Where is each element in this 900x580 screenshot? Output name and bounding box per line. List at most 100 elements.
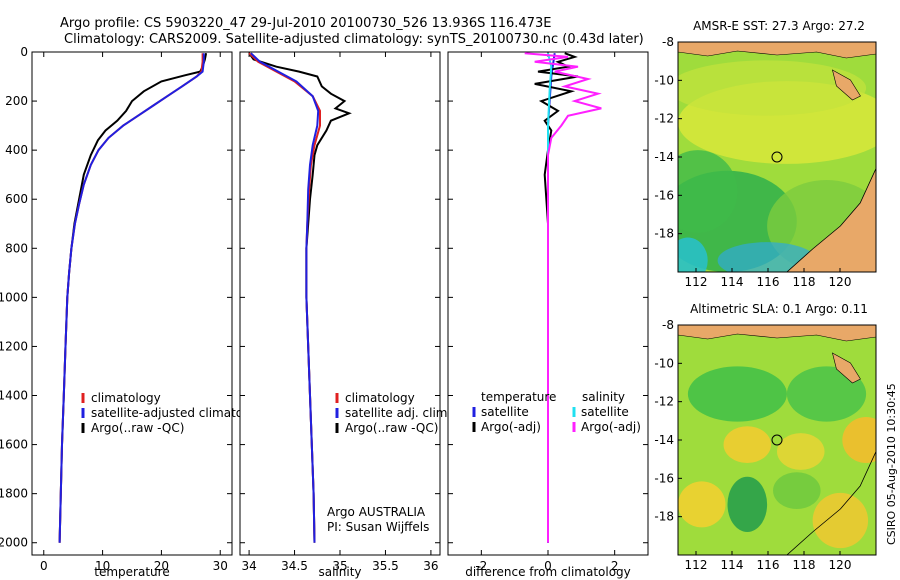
x-tick-label: 112 (685, 558, 708, 572)
y-tick-label: -18 (654, 510, 674, 524)
pi-annotation: PI: Susan Wijffels (327, 520, 429, 534)
x-axis-label: temperature (94, 565, 169, 579)
y-tick-label: -8 (662, 35, 674, 49)
legend-entry: Argo(..raw -QC) (345, 421, 438, 435)
y-tick-label: 600 (5, 192, 28, 206)
x-tick-label: 20 (154, 559, 169, 573)
y-tick-label: 1600 (0, 438, 28, 452)
argo-position-marker (771, 434, 783, 446)
map-field (678, 42, 876, 272)
legend-header-temperature: temperature (481, 390, 556, 404)
legend: temperature salinitysatelliteArgo(-adj)sa… (472, 390, 641, 434)
map-color-blob (773, 472, 821, 509)
timestamp-stamp: CSIRO 05-Aug-2010 10:30:45 (885, 383, 898, 545)
legend-entry: Argo(-adj) (581, 420, 641, 434)
y-tick-label: -12 (654, 112, 674, 126)
plot-frame (239, 51, 441, 556)
map-color-blob (717, 242, 817, 272)
coastline (786, 451, 876, 555)
y-tick-label: -16 (654, 188, 674, 202)
x-tick-label: 120 (829, 275, 852, 289)
x-axis-label: difference from climatology (465, 565, 631, 579)
map-color-blob (678, 60, 867, 116)
legend-entry: climatology (91, 391, 161, 405)
y-tick-label: -10 (654, 356, 674, 370)
legend-entry: Argo(..raw -QC) (91, 421, 184, 435)
profile-panel-temperature: 0 10 20 30 0 200 400 600 800 1000 1200 1400 1600 1800… (0, 45, 269, 579)
island (831, 352, 861, 384)
x-tick-label: 114 (721, 275, 744, 289)
x-tick-label: 112 (685, 275, 708, 289)
legend-header-salinity: salinity (582, 390, 625, 404)
land-mass (678, 42, 876, 59)
x-tick-label: 2 (611, 559, 619, 573)
figure-title-line1: Argo profile: CS 5903220_47 29-Jul-2010 … (60, 16, 551, 31)
coastline (786, 168, 876, 272)
figure-title-line2: Climatology: CARS2009. Satellite-adjuste… (64, 32, 644, 47)
x-tick-label: 30 (213, 559, 228, 573)
legend-entry: Argo(-adj) (481, 420, 541, 434)
map-color-blob (678, 150, 738, 233)
island (831, 69, 861, 101)
legend-entry: satellite-adjusted climatology (91, 406, 269, 420)
legend-entry: satellite (481, 405, 529, 419)
land-mass (860, 249, 876, 272)
profile-panel-salinity: 34 34.5 35 35.5 36 salinity climatologysatelli… (239, 51, 451, 579)
x-tick-label: 36 (423, 559, 438, 573)
y-tick-label: 0 (20, 45, 28, 59)
y-tick-label: -14 (654, 433, 674, 447)
series-line (58, 53, 205, 543)
x-tick-label: 118 (793, 275, 816, 289)
map-color-blob (727, 476, 768, 532)
y-tick-label: 400 (5, 143, 28, 157)
map-color-blob (777, 433, 825, 470)
y-tick-label: 1200 (0, 339, 28, 353)
y-tick-label: 2000 (0, 536, 28, 550)
map-title: AMSR-E SST: 27.3 Argo: 27.2 (693, 19, 865, 33)
map-color-blob (687, 366, 787, 422)
x-tick-label: 35 (332, 559, 347, 573)
y-tick-label: 1400 (0, 389, 28, 403)
legend-entry: satellite adj. clim. (345, 406, 451, 420)
x-tick-label: 114 (721, 558, 744, 572)
y-tick-label: 1800 (0, 487, 28, 501)
y-tick-label: -10 (654, 73, 674, 87)
map-color-blob (723, 426, 772, 463)
legend-entry: climatology (345, 391, 415, 405)
map-field (678, 325, 876, 555)
x-tick-label: 116 (757, 275, 780, 289)
argo-position-marker (771, 151, 783, 163)
x-tick-label: 0 (40, 559, 48, 573)
x-tick-label: 0 (544, 559, 552, 573)
map-panel-sst_map: 112 114 116 118 120 -8 -10 -12 -14 -16 -18 AMSR-E S… (654, 19, 877, 289)
y-tick-label: -18 (654, 227, 674, 241)
legend-entry: satellite (581, 405, 629, 419)
x-tick-label: 35.5 (372, 559, 399, 573)
y-tick-label: 200 (5, 94, 28, 108)
x-tick-label: -2 (475, 559, 487, 573)
y-tick-label: -16 (654, 471, 674, 485)
x-tick-label: 34 (241, 559, 256, 573)
y-tick-label: -14 (654, 150, 674, 164)
y-tick-label: 1000 (0, 290, 28, 304)
y-tick-label: 800 (5, 241, 28, 255)
land-mass (678, 325, 876, 342)
map-color-blob (812, 492, 869, 549)
plot-frame (31, 51, 233, 556)
x-axis-label: salinity (318, 565, 361, 579)
map-color-blob (842, 417, 876, 463)
y-tick-label: -8 (662, 318, 674, 332)
x-tick-label: 34.5 (281, 559, 308, 573)
map-panel-sla_map: 112 114 116 118 120 -8 -10 -12 -14 -16 -18 Altimetr… (654, 302, 877, 572)
y-tick-label: -12 (654, 395, 674, 409)
map-title: Altimetric SLA: 0.1 Argo: 0.11 (690, 302, 868, 316)
map-color-blob (786, 366, 867, 422)
map-color-blob (678, 237, 708, 272)
series-line (524, 52, 602, 543)
float-annotation: Argo AUSTRALIA (327, 505, 426, 519)
x-tick-label: 10 (95, 559, 110, 573)
